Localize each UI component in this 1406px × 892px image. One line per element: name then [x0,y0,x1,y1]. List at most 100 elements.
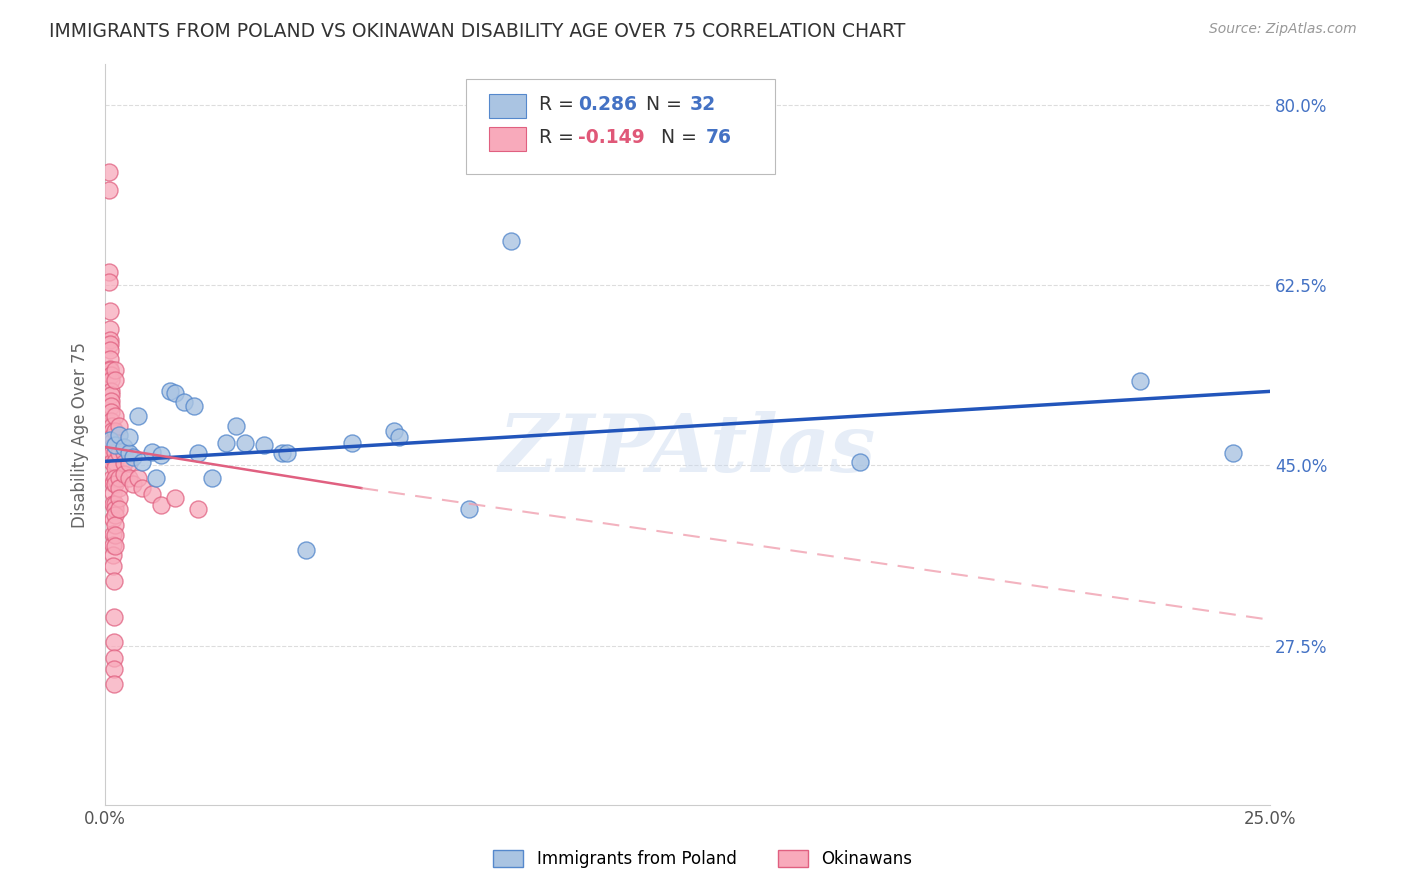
FancyBboxPatch shape [467,78,775,174]
Point [108,481,131,495]
Point [150,498,173,512]
Point [131,455,153,469]
Point [100,434,122,449]
Text: 76: 76 [706,128,731,147]
Point [183,399,205,413]
Point [187,446,209,460]
Point [103,662,125,676]
Point [388,429,411,443]
Point [165,491,187,506]
Point [100,414,122,428]
Point [215,435,238,450]
Point [145,471,167,485]
Point [103,635,125,649]
Point [187,501,209,516]
Point [103,528,125,542]
Point [159,384,181,399]
Point [127,409,149,423]
Point [499,234,522,248]
Point [97,265,120,279]
Point [101,559,124,574]
Point [101,486,124,500]
Legend: Immigrants from Poland, Okinawans: Immigrants from Poland, Okinawans [485,842,921,877]
Point [103,501,125,516]
Point [98,343,121,358]
Text: 32: 32 [690,95,716,114]
Point [103,508,125,522]
Point [100,425,122,439]
Point [122,450,145,465]
Point [100,455,122,469]
Point [141,487,163,501]
Point [101,496,124,510]
Point [108,491,131,506]
Point [98,352,121,367]
Point [98,304,121,318]
Point [100,368,122,382]
Point [101,475,124,490]
Point [103,373,125,387]
Point [108,419,131,434]
Point [100,440,122,454]
Point [117,471,139,485]
Point [103,477,125,491]
Point [100,388,122,402]
Point [112,456,135,470]
Point [201,471,224,485]
Text: -0.149: -0.149 [578,128,645,147]
Point [122,477,145,491]
Point [849,455,872,469]
Text: Source: ZipAtlas.com: Source: ZipAtlas.com [1209,22,1357,37]
Point [233,435,256,450]
Point [98,321,121,335]
Point [112,446,135,460]
Text: 0.286: 0.286 [578,95,637,114]
Point [103,676,125,690]
Point [98,433,121,447]
Point [97,165,120,179]
Point [101,538,124,552]
FancyBboxPatch shape [488,127,526,151]
Y-axis label: Disability Age Over 75: Disability Age Over 75 [72,342,89,527]
Point [101,512,124,526]
Point [98,337,121,351]
Point [100,429,122,443]
Point [103,539,125,553]
Point [141,445,163,459]
Point [103,609,125,624]
Point [276,446,298,460]
Point [101,548,124,562]
Point [103,460,125,475]
Point [165,386,187,401]
Point [98,362,121,376]
Point [457,501,479,516]
Point [101,527,124,541]
Point [117,429,139,443]
Point [108,501,131,516]
Point [117,446,139,460]
Point [103,574,125,588]
Point [97,275,120,289]
Point [100,399,122,413]
Point [117,456,139,470]
Point [103,518,125,533]
Text: R =: R = [538,95,579,114]
Point [112,440,135,454]
Point [253,438,276,452]
Text: R =: R = [538,128,579,147]
FancyBboxPatch shape [488,95,526,118]
Point [103,471,125,485]
Point [100,471,122,485]
Point [131,481,153,495]
Point [103,425,125,439]
Point [103,445,125,459]
Point [100,446,122,460]
Point [294,542,316,557]
Point [173,394,195,409]
Point [342,435,364,450]
Point [108,471,131,485]
Point [103,496,125,510]
Point [100,419,122,434]
Point [225,419,247,434]
Text: IMMIGRANTS FROM POLAND VS OKINAWAN DISABILITY AGE OVER 75 CORRELATION CHART: IMMIGRANTS FROM POLAND VS OKINAWAN DISAB… [49,22,905,41]
